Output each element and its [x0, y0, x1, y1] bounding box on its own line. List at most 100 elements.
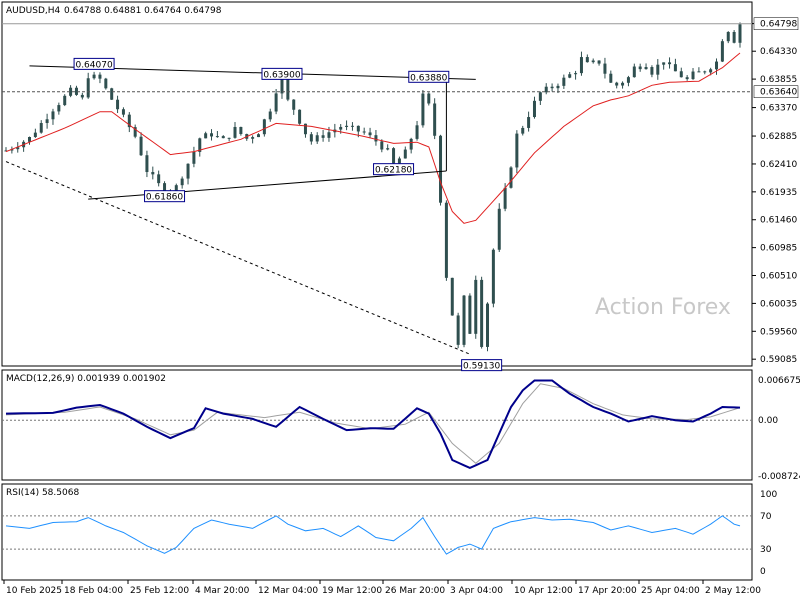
watermark: Action Forex — [595, 295, 731, 320]
rsi-tick-label: 100 — [760, 490, 777, 500]
annotation-label: 0.59130 — [463, 362, 500, 372]
x-tick-label: 4 Mar 20:00 — [195, 586, 250, 596]
x-tick-label: 18 Feb 04:00 — [64, 586, 123, 596]
annotation-box — [373, 163, 415, 176]
price-annotation: 0.59130 — [461, 359, 503, 372]
x-tick-label: 3 Apr 04:00 — [450, 586, 503, 596]
candle-body — [210, 133, 214, 137]
rsi-tick-label: 30 — [760, 545, 772, 555]
price-tick-label: 0.60035 — [760, 299, 797, 309]
candle-body — [227, 137, 231, 139]
macd-layer — [2, 379, 752, 469]
candle-body — [309, 134, 313, 142]
candle-body — [139, 136, 143, 156]
candle-body — [145, 155, 149, 173]
candle-body — [427, 93, 431, 104]
price-tick-label: 0.62885 — [760, 132, 797, 142]
annotation-label: 0.61860 — [146, 193, 183, 203]
candle-body — [16, 147, 20, 150]
candle-body — [532, 100, 536, 118]
price-tick-label: 0.63855 — [760, 75, 797, 85]
candle-body — [174, 185, 178, 192]
candle-body — [521, 127, 525, 134]
macd-title: MACD(12,26,9) 0.001939 0.001902 — [6, 374, 166, 384]
x-tick-label: 25 Apr 04:00 — [641, 586, 700, 596]
candle-body — [720, 41, 724, 62]
x-tick-label: 26 Mar 20:00 — [385, 586, 445, 596]
x-tick-label: 17 Apr 20:00 — [578, 586, 637, 596]
candle-body — [27, 137, 31, 142]
candle-body — [732, 31, 736, 43]
price-annotation: 0.63900 — [261, 67, 303, 80]
annotation-box — [144, 190, 186, 203]
candle-body — [69, 87, 73, 96]
candle-body — [33, 132, 37, 138]
candle-body — [92, 74, 96, 79]
candle-body — [163, 183, 167, 196]
candle-body — [327, 132, 331, 138]
axis-layer: 0.648000.643300.638550.633700.628850.624… — [3, 17, 800, 596]
candle-body — [456, 315, 460, 345]
moving-average-line — [5, 52, 741, 224]
price-marker-label: 0.63640 — [760, 88, 797, 98]
candle-body — [98, 74, 102, 79]
candle-body — [591, 60, 595, 63]
candle-body — [356, 125, 360, 132]
candle-body — [315, 135, 319, 142]
candle-body — [110, 88, 114, 100]
price-tick-label: 0.60985 — [760, 244, 797, 254]
candle-body — [186, 163, 190, 179]
candle-body — [45, 119, 49, 124]
candle-body — [57, 105, 61, 112]
candle-body — [4, 150, 8, 152]
candle-body — [239, 126, 243, 135]
candle-body — [262, 119, 266, 135]
candle-body — [638, 66, 642, 70]
candle-body — [685, 77, 689, 80]
candle-body — [51, 111, 55, 120]
macd-tick-label: 0.00 — [758, 416, 778, 426]
rsi-line — [5, 515, 741, 555]
macd-line — [5, 379, 741, 469]
candle-body — [515, 133, 519, 168]
x-tick-label: 10 Apr 12:00 — [514, 586, 573, 596]
candle-body — [63, 95, 67, 106]
candle-body — [550, 86, 554, 89]
annotation-box — [261, 67, 303, 80]
price-tick-label: 0.59085 — [760, 355, 797, 365]
candle-body — [644, 67, 648, 70]
candle-body — [462, 295, 466, 345]
price-marker-box — [753, 17, 799, 30]
candle-body — [480, 279, 484, 347]
candle-body — [121, 109, 125, 115]
candle-body — [585, 57, 589, 63]
price-tick-label: 0.60510 — [760, 272, 797, 282]
annotation-box — [461, 359, 503, 372]
price-tick-label: 0.61460 — [760, 216, 797, 226]
candle-body — [80, 94, 84, 98]
price-marker-box — [753, 85, 799, 98]
candle-body — [251, 137, 255, 139]
candle-body — [491, 249, 495, 304]
candle-body — [204, 133, 208, 139]
candle-body — [321, 135, 325, 138]
candle-body — [673, 64, 677, 72]
macd-panel-frame — [1, 369, 753, 481]
annotation-label: 0.63900 — [263, 70, 300, 80]
candle-body — [345, 125, 349, 127]
candle-body — [715, 61, 719, 70]
x-tick-label: 25 Feb 12:00 — [130, 586, 189, 596]
candle-body — [621, 82, 625, 86]
price-layer: 0.64070 0.63900 0.63880 0.61860 0.62180 0.591… — [2, 22, 752, 372]
x-tick-label: 2 May 12:00 — [705, 586, 761, 596]
candle-body — [157, 174, 161, 184]
candle-body — [662, 62, 666, 65]
candle-body — [280, 77, 284, 94]
candle-body — [380, 141, 384, 150]
candle-body — [127, 114, 131, 128]
rsi-panel-frame — [1, 483, 753, 581]
candle-body — [39, 123, 43, 133]
candle-body — [362, 131, 366, 133]
candle-body — [668, 62, 672, 65]
